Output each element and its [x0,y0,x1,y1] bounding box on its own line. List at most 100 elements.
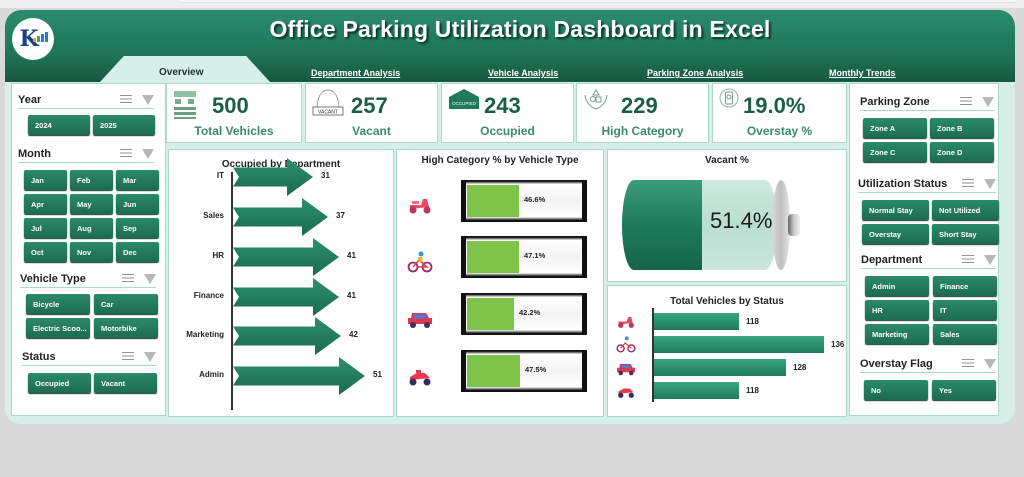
slicer-vehicle-electric-scooter[interactable]: Electric Scoo... [26,318,90,338]
clear-filter-icon[interactable] [144,274,156,284]
slicer-dept-hr[interactable]: HR [865,300,929,320]
parking-lot-icon [173,90,197,125]
clear-filter-icon[interactable] [142,149,154,159]
slicer-status-vacant[interactable]: Vacant [94,373,157,393]
multi-select-icon[interactable] [962,255,974,265]
clear-filter-icon[interactable] [984,359,996,369]
chart-title: Vacant % [705,155,749,166]
overstay-flag-slicer-header: Overstay Flag [860,358,996,373]
slicer-month-apr[interactable]: Apr [24,194,67,214]
slicer-dept-marketing[interactable]: Marketing [865,324,929,344]
bar-bicycle [654,336,824,353]
clear-filter-icon[interactable] [142,95,154,105]
chart-axis [231,172,233,410]
slicer-util-short-stay[interactable]: Short Stay [932,224,999,244]
month-slicer-header: Month [18,148,154,163]
slicer-month-dec[interactable]: Dec [116,242,159,262]
clear-filter-icon[interactable] [984,255,996,265]
tab-department-analysis[interactable]: Department Analysis [311,68,401,78]
multi-select-icon[interactable] [962,179,974,189]
slicer-dept-sales[interactable]: Sales [933,324,997,344]
slicer-overstay-yes[interactable]: Yes [932,380,996,400]
kpi-value: 257 [351,93,388,118]
slicer-zone-d[interactable]: Zone D [930,142,994,162]
top-strip [0,0,1024,8]
year-slicer-label: Year [18,94,42,106]
battery-bar-scooter: 46.6% [461,180,587,222]
slicer-month-sep[interactable]: Sep [116,218,159,238]
category-label: Sales [203,211,224,220]
slicer-dept-admin[interactable]: Admin [865,276,929,296]
slicer-zone-a[interactable]: Zone A [863,118,927,138]
slicer-util-not-utilized[interactable]: Not Utilized [932,200,999,220]
slicer-month-jan[interactable]: Jan [24,170,67,190]
chart-title: Total Vehicles by Status [670,296,784,307]
slicer-month-mar[interactable]: Mar [116,170,159,190]
clear-filter-icon[interactable] [144,352,156,362]
multi-select-icon[interactable] [122,274,134,284]
slicer-vehicle-motorbike[interactable]: Motorbike [94,318,158,338]
kpi-label: Total Vehicles [194,124,274,138]
slicer-status-occupied[interactable]: Occupied [28,373,91,393]
slicer-zone-c[interactable]: Zone C [863,142,927,162]
clear-filter-icon[interactable] [982,97,994,107]
bar-finance [233,278,339,316]
page-title: Office Parking Utilization Dashboard in … [269,16,771,42]
bicycle-icon [616,336,636,358]
car-icon [616,361,636,381]
value-label: 51 [373,370,382,379]
overstay-flag-slicer-label: Overstay Flag [860,358,933,370]
kpi-value: 243 [484,93,521,118]
slicer-dept-finance[interactable]: Finance [933,276,997,296]
slicer-year-2024[interactable]: 2024 [28,115,90,135]
scooter-icon [407,195,433,215]
slicer-month-oct[interactable]: Oct [24,242,67,262]
kpi-value: 19.0% [743,93,806,118]
hands-shapes-icon [583,87,609,118]
multi-select-icon[interactable] [120,95,132,105]
tab-monthly-trends[interactable]: Monthly Trends [829,68,896,78]
chart-title: Occupied by Department [221,159,341,170]
tab-vehicle-analysis[interactable]: Vehicle Analysis [488,68,559,78]
slicer-vehicle-bicycle[interactable]: Bicycle [26,294,90,314]
year-slicer-header: Year [18,94,154,109]
slicer-month-may[interactable]: May [70,194,113,214]
kpi-label: Vacant [352,124,391,138]
clear-filter-icon[interactable] [984,179,996,189]
multi-select-icon[interactable] [120,149,132,159]
value-label: 47.5% [525,365,547,374]
vacant-battery-gauge: 51.4% [622,180,800,270]
tab-overview[interactable]: Overview [159,67,204,78]
battery-bar-bicycle: 47.1% [461,236,587,278]
slicer-month-aug[interactable]: Aug [70,218,113,238]
slicer-month-jun[interactable]: Jun [116,194,159,214]
tab-parking-zone-analysis[interactable]: Parking Zone Analysis [647,68,744,78]
header-banner: K Office Parking Utilization Dashboard i… [5,10,1015,82]
slicer-dept-it[interactable]: IT [933,300,997,320]
slicer-year-2025[interactable]: 2025 [93,115,155,135]
kpi-total-vehicles: 500 Total Vehicles [166,83,302,143]
chart-occupied-by-department: Occupied by Department IT 31 Sales 37 HR… [168,149,394,417]
vehicle-type-slicer-label: Vehicle Type [20,273,86,285]
right-slicer-panel: Parking Zone Zone A Zone B Zone C Zone D… [849,83,999,416]
slicer-month-jul[interactable]: Jul [24,218,67,238]
tab-bar: Overview Department Analysis Vehicle Ana… [5,56,1015,82]
multi-select-icon[interactable] [122,352,134,362]
utilization-status-slicer-label: Utilization Status [858,178,948,190]
slicer-util-normal-stay[interactable]: Normal Stay [862,200,929,220]
bar-admin [233,357,365,395]
slicer-overstay-no[interactable]: No [864,380,928,400]
multi-select-icon[interactable] [960,97,972,107]
slicer-zone-b[interactable]: Zone B [930,118,994,138]
bar-hr [233,238,339,276]
dashboard: K Office Parking Utilization Dashboard i… [5,10,1015,424]
slicer-month-feb[interactable]: Feb [70,170,113,190]
value-label: 41 [347,251,356,260]
kpi-label: Occupied [480,124,535,138]
slicer-vehicle-car[interactable]: Car [94,294,158,314]
multi-select-icon[interactable] [962,359,974,369]
bar-motorbike [654,382,739,399]
motorbike-icon [407,367,433,387]
slicer-month-nov[interactable]: Nov [70,242,113,262]
slicer-util-overstay[interactable]: Overstay [862,224,929,244]
